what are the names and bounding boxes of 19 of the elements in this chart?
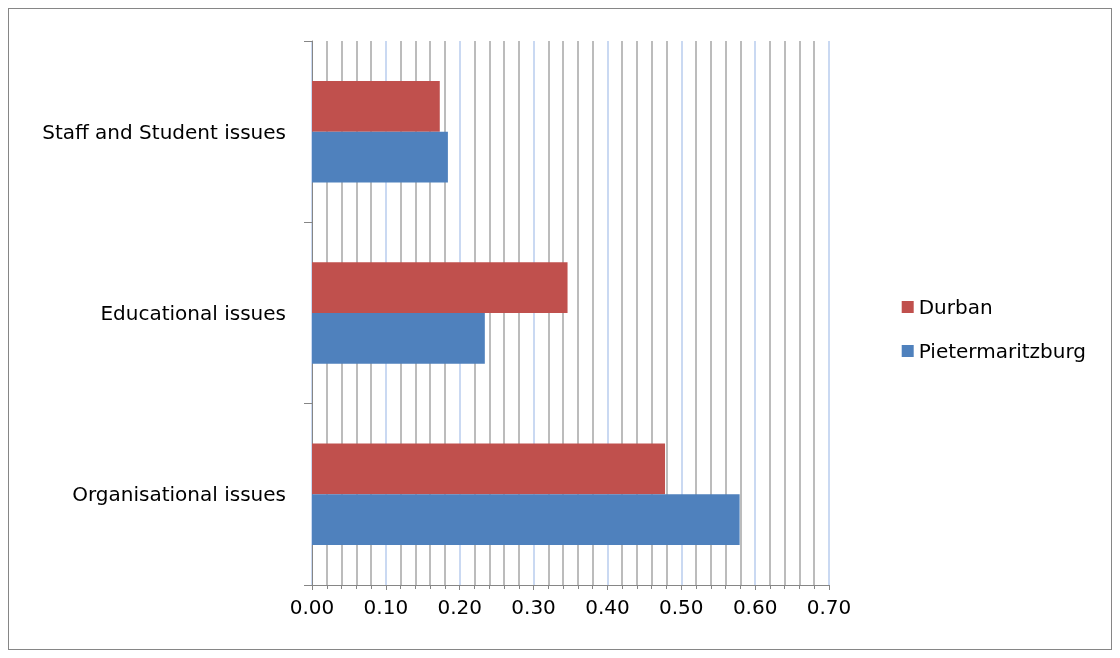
legend-label: Durban — [918, 295, 993, 319]
bar — [312, 494, 740, 546]
bar — [312, 262, 568, 313]
bar — [312, 313, 485, 364]
x-tick-label: 0.60 — [732, 595, 778, 619]
y-tick-label: Staff and Student issues — [42, 119, 286, 144]
x-tick-label: 0.70 — [806, 595, 852, 619]
x-tick-label: 0.30 — [511, 595, 556, 619]
bar — [312, 131, 448, 183]
y-tick-label: Organisational issues — [72, 482, 286, 507]
bar — [312, 443, 666, 495]
legend-label: Pietermaritzburg — [918, 339, 1086, 363]
x-tick-label: 0.50 — [659, 595, 704, 619]
x-tick-label: 0.20 — [437, 595, 482, 619]
bar — [312, 80, 440, 132]
x-tick-label: 0.40 — [585, 595, 630, 619]
x-tick-label: 0.00 — [289, 595, 335, 619]
y-tick-label: Educational issues — [100, 301, 286, 325]
x-tick-label: 0.10 — [363, 595, 409, 619]
